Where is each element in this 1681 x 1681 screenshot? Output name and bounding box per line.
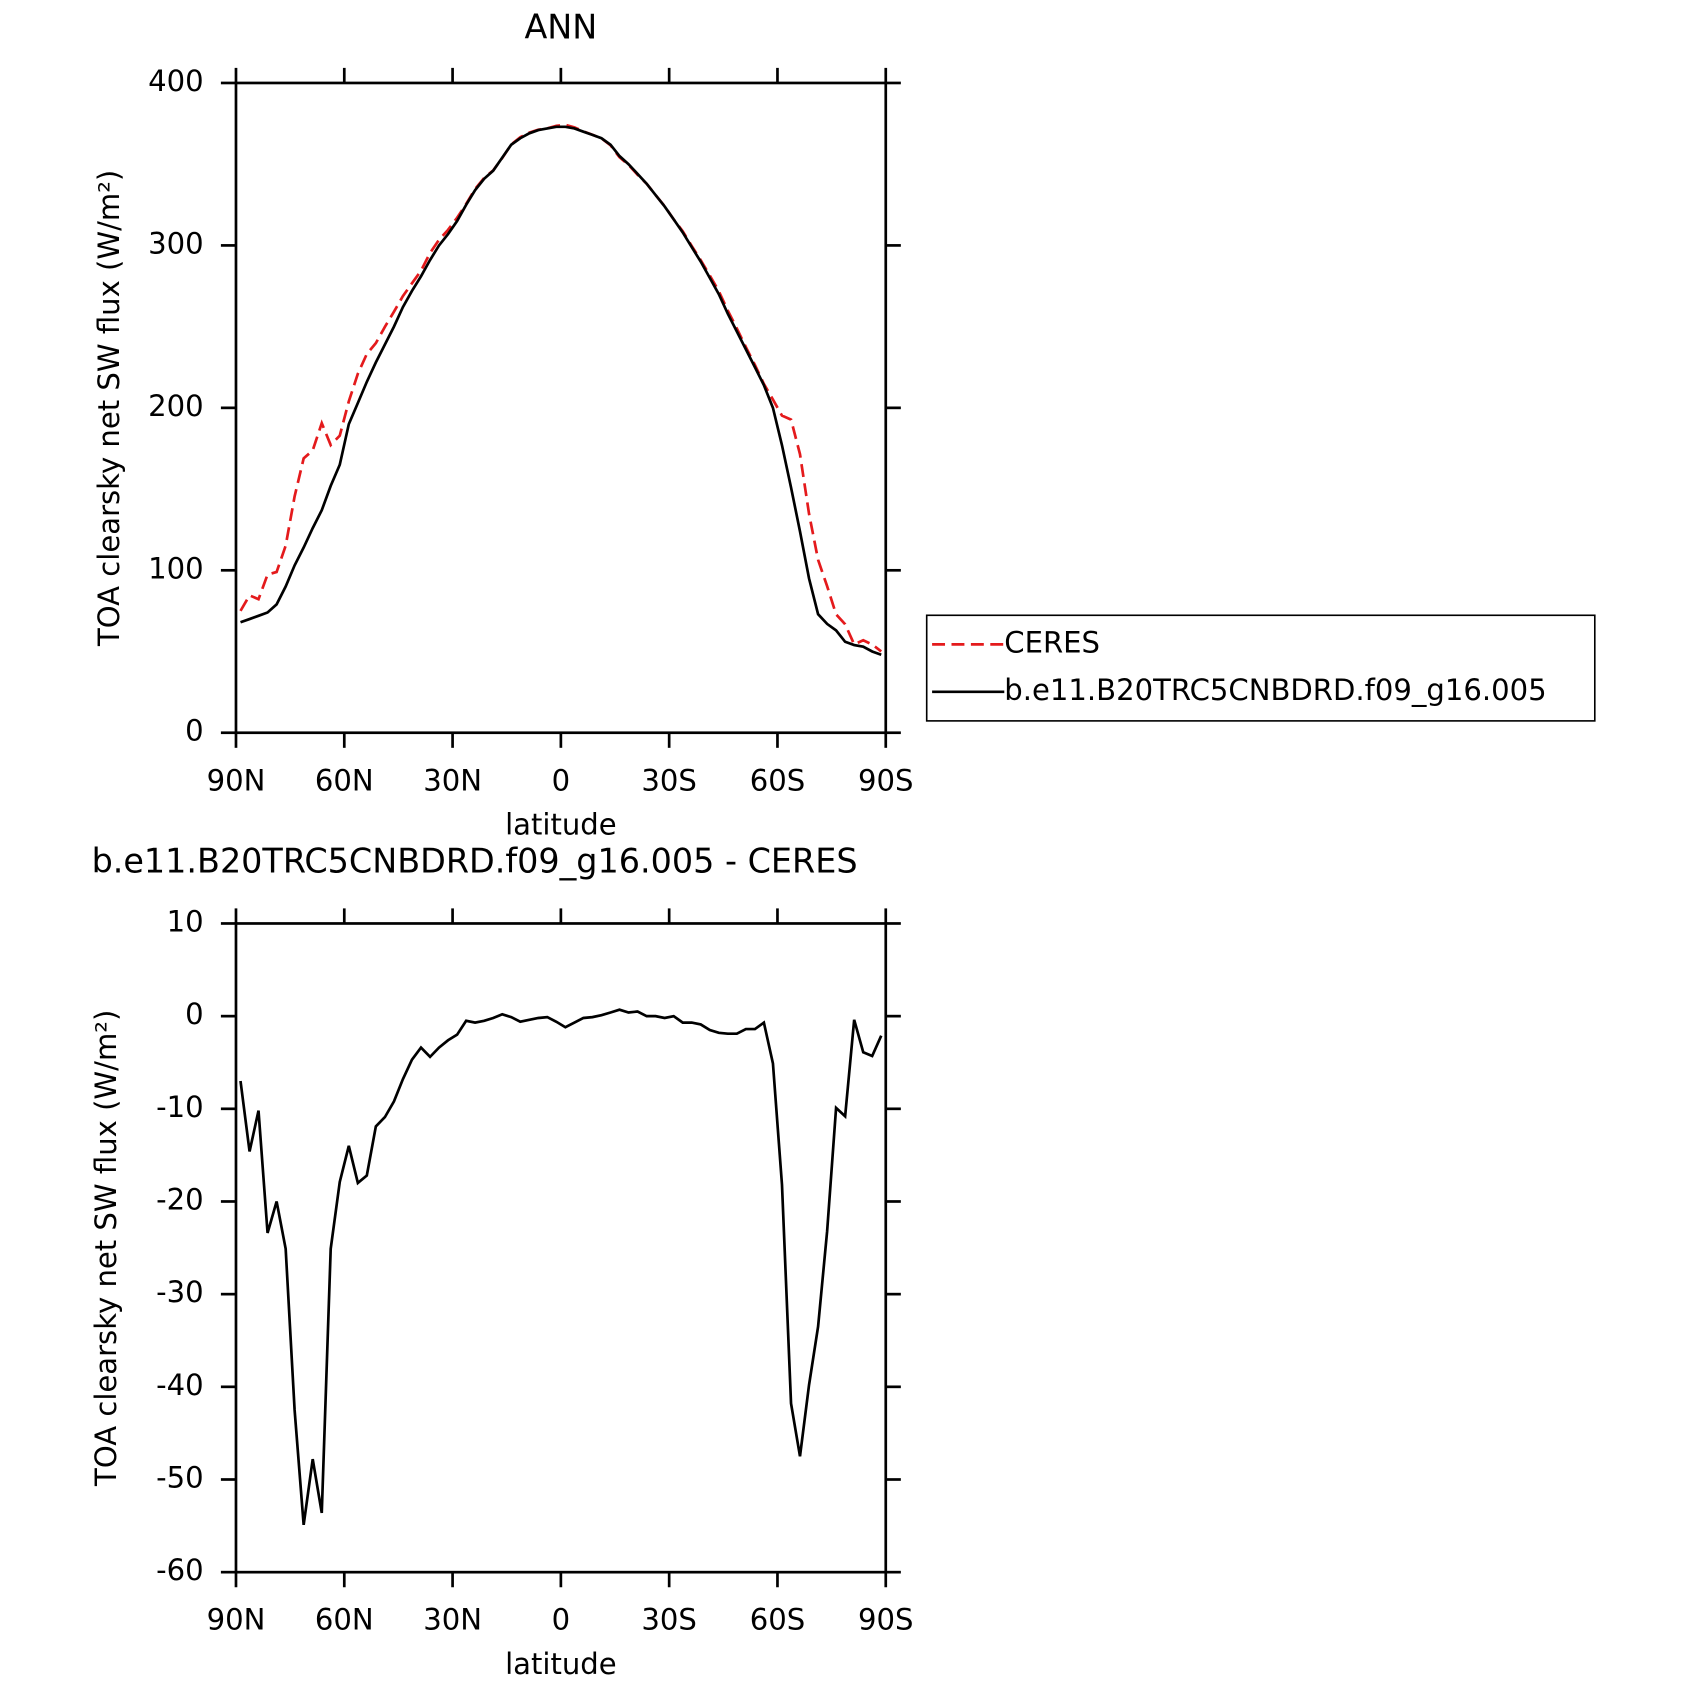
x-tick-label: 60N <box>315 763 374 797</box>
y-tick-label: 0 <box>185 714 204 748</box>
x-axis-label: latitude <box>505 1647 617 1681</box>
data-line <box>239 123 883 653</box>
legend-label: CERES <box>1004 625 1100 659</box>
plot-frame <box>234 922 888 1574</box>
y-tick-label: -10 <box>156 1090 204 1124</box>
y-tick-label: -20 <box>156 1182 204 1216</box>
legend-box <box>925 614 1596 722</box>
x-tick-label: 90N <box>207 1603 266 1637</box>
data-line <box>240 125 882 656</box>
x-tick-label: 90S <box>858 763 913 797</box>
x-tick-label: 60N <box>315 1603 374 1637</box>
data-line <box>239 1008 883 1526</box>
x-tick-label: 30N <box>423 1603 482 1637</box>
x-tick-label: 30N <box>423 763 482 797</box>
y-tick-label: 10 <box>167 904 204 938</box>
x-axis-label: latitude <box>505 807 617 841</box>
chart-title: ANN <box>524 8 597 47</box>
x-tick-label: 60S <box>750 1603 805 1637</box>
y-tick-label: 200 <box>148 389 204 423</box>
x-tick-label: 30S <box>641 1603 696 1637</box>
x-tick-label: 60S <box>750 763 805 797</box>
legend-label: b.e11.B20TRC5CNBDRD.f09_g16.005 <box>1004 673 1546 707</box>
y-tick-label: -60 <box>156 1553 204 1587</box>
x-tick-label: 90S <box>858 1603 913 1637</box>
y-tick-label: -30 <box>156 1275 204 1309</box>
x-tick-label: 90N <box>207 763 266 797</box>
plot-frame <box>234 81 888 735</box>
y-tick-label: -50 <box>156 1460 204 1494</box>
chart-title: b.e11.B20TRC5CNBDRD.f09_g16.005 - CERES <box>92 842 858 881</box>
y-tick-label: 100 <box>148 551 204 585</box>
y-tick-label: 400 <box>148 64 204 98</box>
y-tick-label: 0 <box>185 997 204 1031</box>
y-tick-label: -40 <box>156 1368 204 1402</box>
y-axis-label: TOA clearsky net SW flux (W/m²) <box>92 170 126 647</box>
y-axis-label: TOA clearsky net SW flux (W/m²) <box>89 1010 123 1487</box>
x-tick-label: 0 <box>552 763 571 797</box>
y-tick-label: 300 <box>148 226 204 260</box>
x-tick-label: 30S <box>641 763 696 797</box>
x-tick-label: 0 <box>552 1603 571 1637</box>
